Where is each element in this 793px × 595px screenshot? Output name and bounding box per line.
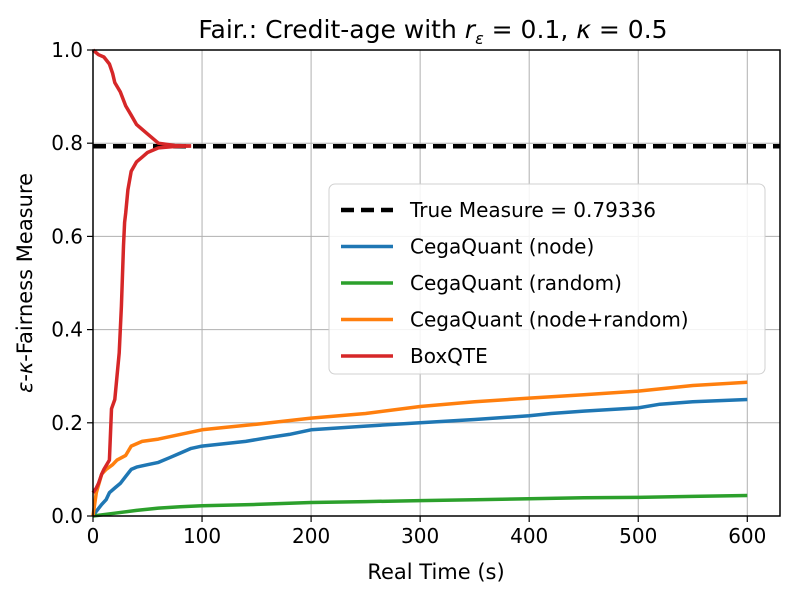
series-line-cegaquant-node [91,397,748,518]
x-axis-label: Real Time (s) [367,560,504,584]
y-tick-label: 0.4 [51,318,83,342]
x-tick-label: 300 [401,524,439,548]
x-axis-ticks: 0 100 200 300 400 500 600 [87,516,766,548]
series-line-cegaquant-node-random [91,380,748,517]
legend: True Measure = 0.79336 CegaQuant (node) Ce… [328,183,766,375]
plot-frame [92,49,781,517]
series-line-cegaquant-random [92,493,748,518]
legend-label-cegaquant-node: CegaQuant (node) [410,235,594,259]
x-tick-label: 100 [183,524,221,548]
series-line-boxqte-upper [91,48,192,148]
x-tick-label: 400 [510,524,548,548]
series-line-boxqte-lower [91,144,192,494]
legend-label-cegaquant-node-random: CegaQuant (node+random) [410,308,689,332]
legend-label-cegaquant-random: CegaQuant (random) [410,271,622,295]
y-tick-label: 0.6 [51,224,83,248]
y-axis-ticks: 0.0 0.2 0.4 0.6 0.8 1.0 [51,38,93,528]
y-tick-label: 0.2 [51,411,83,435]
legend-label-boxqte: BoxQTE [410,344,488,368]
legend-label-true-measure-0-79336: True Measure = 0.79336 [409,198,656,222]
y-tick-label: 1.0 [51,38,83,62]
y-axis-label: ε-κ-Fairness Measure [13,173,37,393]
y-tick-label: 0.8 [51,131,83,155]
x-tick-label: 600 [728,524,766,548]
x-tick-label: 200 [292,524,330,548]
series-layer [91,48,780,518]
x-tick-label: 500 [619,524,657,548]
legend-box [328,183,766,375]
y-tick-label: 0.0 [51,504,83,528]
x-tick-label: 0 [87,524,100,548]
chart-title: Fair.: Credit-age with rε = 0.1, κ = 0.5 [198,15,667,48]
